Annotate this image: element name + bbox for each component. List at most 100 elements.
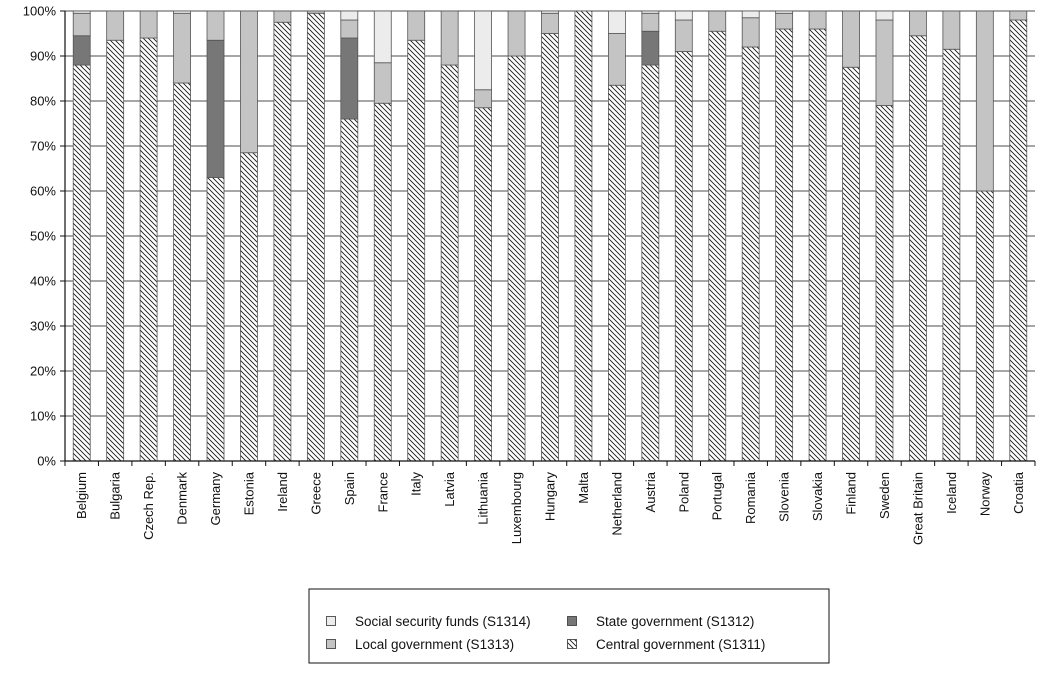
y-tick-label: 20%	[30, 364, 56, 379]
legend-label-social: Social security funds (S1314)	[355, 614, 531, 629]
y-tick-label: 10%	[30, 409, 56, 424]
x-tick-label: Netherland	[609, 472, 624, 536]
y-tick-label: 30%	[30, 319, 56, 334]
x-tick-label: Austria	[643, 471, 658, 512]
bar-segment-local	[106, 10, 125, 41]
bar-segment-social	[373, 10, 392, 64]
bar-segment-central	[741, 46, 760, 462]
bar-segment-central	[909, 35, 927, 462]
bar-segment-local	[440, 10, 459, 66]
bar-segment-central	[641, 64, 660, 462]
bar-segment-central	[340, 118, 359, 462]
bar-segment-local	[72, 12, 91, 37]
bar-segment-social	[741, 10, 760, 19]
bar-segment-local	[407, 10, 426, 41]
bar-segment-central	[1009, 19, 1028, 462]
y-tick-label: 80%	[30, 94, 56, 109]
bar-segment-central	[875, 105, 894, 462]
bar-segment-central	[775, 28, 794, 462]
y-tick-label: 70%	[30, 139, 56, 154]
bar-segment-local	[775, 12, 794, 30]
bar-segment-local	[607, 33, 626, 86]
y-tick-label: 60%	[30, 184, 56, 199]
bar-segment-central	[306, 12, 325, 462]
bar-segment-state	[641, 30, 660, 66]
bar-segment-central	[574, 10, 593, 462]
bar-segment-central	[808, 28, 827, 462]
x-tick-label: Germany	[208, 472, 223, 526]
bar-segment-local	[541, 12, 559, 34]
bar-segment-social	[607, 10, 626, 34]
legend-box	[308, 588, 830, 664]
legend-swatch-central	[567, 639, 577, 649]
x-tick-label: Czech Rep.	[141, 472, 156, 540]
bar-segment-state	[206, 39, 225, 178]
bar-segment-central	[273, 21, 292, 462]
x-tick-label: Slovenia	[777, 471, 792, 522]
y-tick-label: 40%	[30, 274, 56, 289]
bar-segment-local	[507, 10, 526, 57]
bar-segment-social	[775, 10, 794, 14]
bar-segment-social	[674, 10, 693, 21]
bar-segment-central	[373, 102, 392, 462]
bar-segment-social	[340, 10, 359, 21]
legend-swatch-social	[326, 616, 336, 626]
bar-segment-social	[173, 10, 191, 14]
bar-segment-local	[474, 89, 493, 109]
bar-segment-local	[641, 12, 660, 32]
x-tick-label: Slovakia	[810, 471, 825, 521]
bar-segment-central	[440, 64, 459, 462]
x-tick-label: Iceland	[944, 472, 959, 514]
bar-segment-local	[1009, 10, 1028, 21]
y-tick-label: 100%	[23, 4, 57, 19]
bar-segment-local	[942, 10, 961, 50]
bar-segment-central	[106, 39, 125, 462]
x-tick-label: Latvia	[442, 471, 457, 506]
bar-segment-local	[340, 19, 359, 39]
bar-segment-central	[607, 84, 626, 462]
bar-segment-social	[641, 10, 660, 14]
legend: Social security funds (S1314) State gover…	[308, 588, 830, 664]
bar-segment-central	[240, 152, 258, 462]
x-tick-label: France	[375, 472, 390, 512]
legend-label-central: Central government (S1311)	[596, 637, 765, 652]
x-tick-label: Estonia	[241, 471, 256, 515]
x-tick-label: Bulgaria	[108, 471, 123, 519]
bar-segment-local	[273, 10, 292, 23]
bar-segment-local	[373, 62, 392, 104]
bar-segment-local	[306, 10, 325, 14]
bar-segment-local	[139, 10, 158, 39]
bar-segment-local	[909, 10, 927, 37]
bar-segment-local	[975, 10, 994, 192]
bar-segment-local	[173, 12, 191, 84]
x-tick-label: Spain	[342, 472, 357, 505]
bar-segment-central	[942, 48, 961, 462]
bar-segment-central	[674, 51, 693, 462]
bar-segment-local	[240, 10, 258, 154]
bar-segment-local	[674, 19, 693, 52]
x-tick-label: Luxembourg	[509, 472, 524, 544]
axes: 0% 10% 20% 30% 40% 50% 60% 70% 80% 90% 100% Belgium…	[23, 4, 1036, 545]
bar-segment-central	[206, 177, 225, 462]
legend-swatch-state	[567, 616, 577, 626]
bar-segment-central	[975, 190, 994, 462]
bar-segment-social	[541, 10, 559, 14]
bar-segment-central	[507, 55, 526, 462]
bar-segment-central	[842, 66, 860, 462]
bar-segment-social	[474, 10, 493, 91]
x-tick-label: Romania	[743, 471, 758, 524]
bar-segment-central	[72, 64, 91, 462]
bar-segment-central	[541, 33, 559, 462]
bar-segment-central	[173, 82, 191, 462]
bar-segment-state	[72, 35, 91, 66]
bar-segment-central	[407, 39, 426, 462]
bar-segment-central	[139, 37, 158, 462]
bar-segment-local	[808, 10, 827, 30]
x-tick-label: Croatia	[1011, 471, 1026, 514]
x-tick-label: Malta	[576, 471, 591, 504]
legend-swatch-local	[326, 639, 336, 649]
y-tick-label: 90%	[30, 49, 56, 64]
x-tick-label: Lithuania	[476, 471, 491, 525]
bar-segment-social	[72, 10, 91, 14]
